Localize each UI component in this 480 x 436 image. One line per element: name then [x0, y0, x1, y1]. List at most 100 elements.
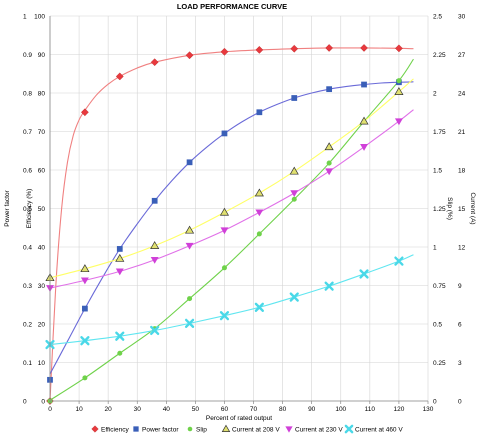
- current-at-460-v-point: [289, 292, 299, 302]
- current-tick-label: 0: [458, 398, 462, 405]
- x-stroke: [289, 292, 299, 302]
- power-factor-tick-label: 0.4: [23, 244, 32, 251]
- current-tick-label: 18: [458, 167, 466, 174]
- slip-point: [117, 350, 123, 356]
- slip-tick-label: 2: [433, 90, 437, 97]
- current-at-460-v-point: [324, 281, 334, 291]
- current-at-230-v-point: [185, 242, 194, 250]
- x-tick-label: 130: [423, 406, 434, 413]
- power-factor-curve: [49, 81, 414, 375]
- power-factor-tick-label: 0.3: [23, 283, 32, 290]
- efficiency-point: [115, 72, 124, 81]
- current-at-230-v-point: [325, 168, 334, 176]
- x-stroke: [344, 424, 354, 434]
- efficiency-axis-label: Efficiency (%): [26, 189, 33, 229]
- current-tick-label: 24: [458, 90, 466, 97]
- power-factor-tick-label: 0.9: [23, 52, 32, 59]
- legend: Efficiency Power factor Slip Current at 208…: [91, 424, 403, 434]
- power-factor-point: [116, 246, 123, 252]
- x-tick-label: 110: [365, 406, 376, 413]
- power-factor-point: [221, 130, 228, 137]
- slip-tick-label: 1.25: [433, 206, 446, 213]
- x-tick-label: 30: [134, 406, 142, 413]
- slip-point: [326, 160, 332, 166]
- efficiency-tick-label: 10: [38, 360, 46, 367]
- current-at-208-v-point: [394, 87, 404, 95]
- x-tick-label: 90: [308, 406, 316, 413]
- current-tick-label: 15: [458, 206, 466, 213]
- x-tick-label: 80: [279, 406, 287, 413]
- legend-efficiency-label: Efficiency: [101, 426, 129, 433]
- power-factor-tick-label: 1: [23, 13, 27, 20]
- x-tick-label: 10: [75, 406, 83, 413]
- power-factor-axis-label: Power factor: [4, 189, 11, 226]
- x-tick-label: 20: [105, 406, 113, 413]
- current-at-208-v-point: [359, 116, 369, 125]
- slip-tick-label: 0.5: [433, 321, 442, 328]
- current-at-230-v-point: [255, 209, 264, 217]
- current-tick-label: 21: [458, 129, 466, 136]
- slip-tick-label: 2.5: [433, 13, 442, 20]
- slip-point: [396, 78, 402, 84]
- current-at-208-v-point: [185, 225, 195, 234]
- power-factor-point: [326, 86, 333, 93]
- current-at-208-v-point: [80, 264, 90, 273]
- slip-point: [187, 296, 193, 302]
- slip-tick-label: 0: [433, 398, 437, 405]
- slip-curve: [49, 58, 414, 401]
- power-factor-point: [151, 197, 158, 204]
- efficiency-curve: [49, 47, 414, 402]
- efficiency-tick-label: 20: [38, 321, 46, 328]
- current-at-460-v-point: [80, 336, 90, 346]
- x-stroke: [184, 318, 195, 328]
- x-tick-label: 100: [335, 406, 346, 413]
- current-at-230-v-point: [290, 190, 299, 198]
- current-at-208-v-point: [324, 142, 334, 151]
- efficiency-point: [220, 47, 229, 56]
- efficiency-tick-label: 90: [38, 52, 46, 59]
- efficiency-tick-label: 60: [38, 167, 46, 174]
- slip-point: [291, 196, 297, 202]
- power-factor-point: [186, 159, 193, 166]
- power-factor-tick-label: 0.2: [23, 321, 32, 328]
- current-at-230-v-point: [150, 256, 159, 264]
- current-at-460-v-point: [150, 325, 160, 336]
- x-stroke: [324, 281, 334, 291]
- current-at-460-v-point: [115, 331, 125, 341]
- chart-title: LOAD PERFORMANCE CURVE: [177, 2, 287, 11]
- current-at-230-v-point: [80, 277, 89, 285]
- series-curves: [49, 47, 414, 402]
- x-axis-label: Percent of rated output: [206, 415, 272, 422]
- legend-power-factor-icon: [133, 426, 139, 432]
- slip-tick-label: 2.25: [433, 52, 446, 59]
- power-factor-point: [256, 109, 263, 116]
- efficiency-point: [395, 44, 403, 53]
- current-at-460-v-point: [184, 318, 195, 328]
- legend-slip-label: Slip: [196, 426, 207, 433]
- legend-slip-icon: [187, 426, 193, 432]
- power-factor-tick-label: 0.6: [23, 167, 32, 174]
- x-stroke: [219, 311, 230, 321]
- current-at-460-v-point: [219, 311, 230, 321]
- x-tick-label: 60: [221, 406, 229, 413]
- x-tick-label: 0: [48, 406, 52, 413]
- current-tick-label: 30: [458, 13, 466, 20]
- current-at-230-v-point: [394, 118, 403, 126]
- current-at-208-v-point: [150, 241, 160, 249]
- slip-axis-label: Slip (%): [446, 197, 453, 220]
- efficiency-tick-label: 40: [38, 244, 46, 251]
- current-at-460-v-point: [394, 256, 404, 266]
- efficiency-point: [290, 44, 299, 53]
- current-at-460-v-point: [359, 269, 369, 279]
- power-factor-tick-label: 0.8: [23, 90, 32, 97]
- efficiency-point: [150, 58, 159, 67]
- slip-point: [256, 231, 262, 237]
- slip-tick-label: 1.5: [433, 167, 442, 174]
- current-at-230-v-point: [220, 227, 229, 235]
- x-stroke: [115, 331, 125, 341]
- x-tick-label: 40: [163, 406, 171, 413]
- current-tick-label: 12: [458, 244, 466, 251]
- current-tick-label: 6: [458, 321, 462, 328]
- power-factor-point: [291, 95, 298, 101]
- current-tick-label: 27: [458, 52, 466, 59]
